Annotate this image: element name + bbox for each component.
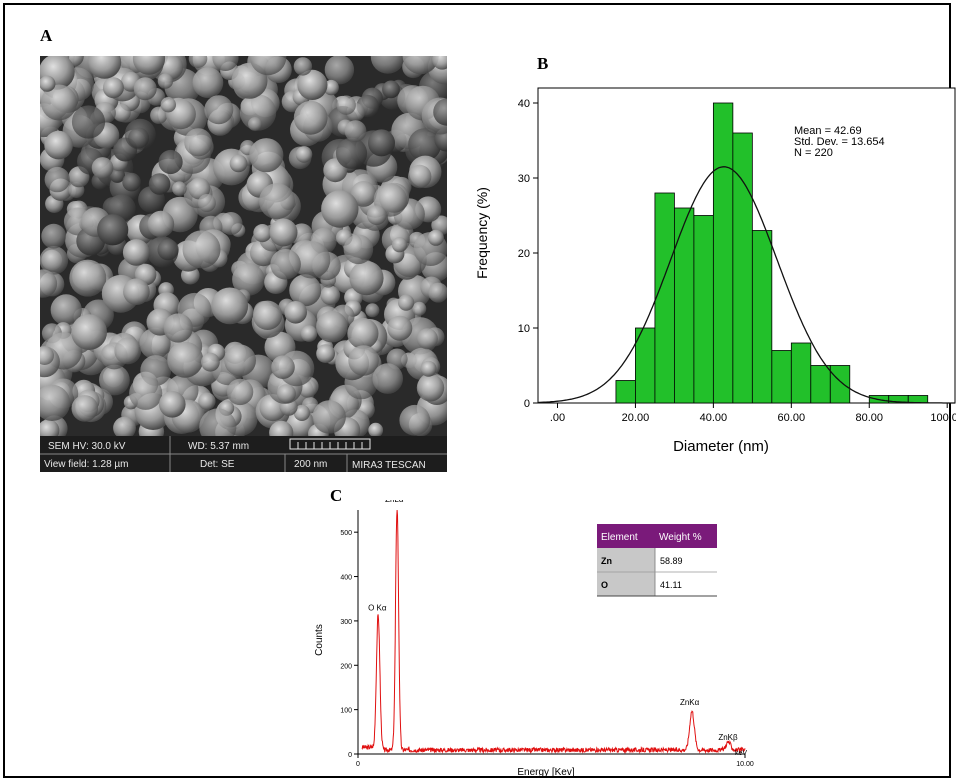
element-table-cell: O: [601, 580, 608, 590]
histogram-bar: [771, 350, 792, 404]
eds-x-unit: keV: [735, 750, 747, 757]
panel-label-b: B: [537, 54, 549, 73]
sem-hv-text: SEM HV: 30.0 kV: [48, 441, 126, 452]
sem-view-field-text: View field: 1.28 µm: [44, 459, 129, 470]
sem-brand-text: MIRA3 TESCAN: [352, 460, 426, 471]
eds-y-tick-label: 100: [340, 708, 352, 715]
eds-peak-label: ZnKβ: [718, 733, 738, 742]
histogram-bar: [654, 192, 675, 404]
histogram-bar: [751, 230, 773, 404]
sem-image: SEM HV: 30.0 kV WD: 5.37 mm View field: …: [40, 56, 447, 472]
sem-particles: [40, 56, 447, 448]
histogram-bar: [810, 365, 831, 404]
element-table-header-weight: Weight %: [659, 532, 702, 543]
eds-y-axis-title: Counts: [314, 624, 325, 656]
element-table-header-bg: [597, 524, 717, 548]
eds-spectrum-line: [361, 509, 746, 755]
histogram-x-tick-label: 100.00: [930, 412, 956, 424]
histogram-bar: [790, 342, 812, 404]
histogram-x-tick-label: .00: [550, 412, 565, 424]
element-table-cell: Zn: [601, 556, 612, 566]
histogram-bar: [673, 207, 695, 404]
eds-y-tick-label: 0: [348, 752, 352, 759]
element-table: Element Weight % Zn 58.89 O 41.11: [597, 524, 717, 597]
sem-wd-text: WD: 5.37 mm: [188, 441, 249, 452]
histogram-y-tick-label: 30: [518, 173, 530, 185]
element-table-cell: 58.89: [660, 556, 683, 566]
histogram-x-axis-title: Diameter (nm): [673, 438, 769, 455]
histogram-bar: [829, 365, 851, 404]
eds-x-axis-title: Energy [Kev]: [517, 767, 574, 778]
eds-y-tick-label: 500: [340, 530, 352, 537]
eds-peak-label: O Kα: [368, 604, 387, 613]
eds-y-tick-label: 400: [340, 575, 352, 582]
histogram-normal-curve: [537, 166, 955, 404]
sem-detector-text: Det: SE: [200, 459, 235, 470]
eds-peak-label: ZnKα: [680, 698, 700, 707]
histogram-x-tick-label: 80.00: [855, 412, 883, 424]
sem-scale-bar: [289, 438, 371, 450]
element-table-header-element: Element: [601, 532, 638, 543]
histogram-bar: [615, 380, 636, 404]
eds-y-tick-label: 200: [340, 663, 352, 670]
panel-label-c: C: [330, 486, 343, 505]
histogram-chart: Frequency (%) Diameter (nm) 010203040.00…: [474, 87, 956, 455]
eds-x-tick-label: 0: [356, 761, 360, 768]
histogram-y-tick-label: 10: [518, 323, 530, 335]
histogram-x-tick-label: 20.00: [622, 412, 650, 424]
histogram-y-tick-label: 40: [518, 98, 530, 110]
histogram-y-axis-title: Frequency (%): [474, 187, 490, 279]
element-table-cell: 41.11: [660, 580, 682, 590]
panel-label-a: A: [40, 26, 53, 45]
histogram-stat-n: N = 220: [794, 147, 833, 159]
eds-peak-label: ZnLα: [385, 500, 404, 504]
eds-x-tick-label: 10.00: [736, 761, 754, 768]
eds-spectrum-chart: Counts Energy [Kev] 0 100 200 300 400 500 0 10.…: [314, 500, 754, 778]
histogram-bar: [693, 215, 714, 404]
histogram-bar: [712, 102, 734, 404]
histogram-stat-sd: Std. Dev. = 13.654: [794, 136, 885, 148]
histogram-x-tick-label: 40.00: [700, 412, 728, 424]
eds-y-tick-label: 300: [340, 619, 352, 626]
histogram-y-tick-label: 20: [518, 248, 530, 260]
sem-scale-text: 200 nm: [294, 459, 327, 470]
histogram-stat-mean: Mean = 42.69: [794, 125, 862, 137]
histogram-x-tick-label: 60.00: [778, 412, 806, 424]
eds-plot-area: 0 100 200 300 400 500 0 10.00 O Kα ZnLα ZnKα ZnKβ: [340, 500, 754, 768]
histogram-y-tick-label: 0: [524, 398, 530, 410]
